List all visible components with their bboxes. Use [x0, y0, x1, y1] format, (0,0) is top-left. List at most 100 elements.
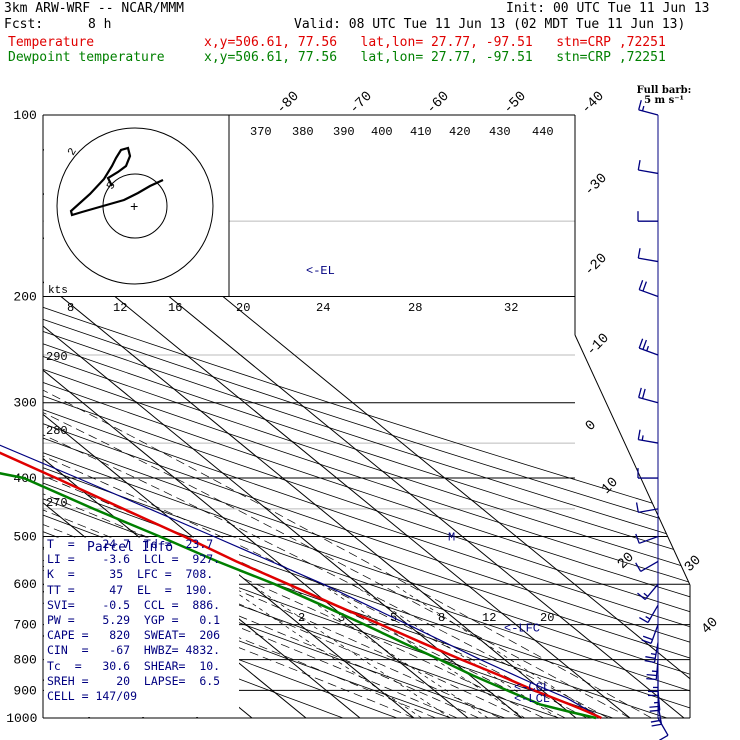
wind-barb-flag	[642, 281, 647, 292]
wind-barb-flag	[649, 705, 660, 708]
parcel-info-panel	[44, 537, 239, 717]
wind-barb	[637, 429, 659, 444]
moist-adiabat-line	[43, 296, 566, 718]
theta-label: 410	[410, 125, 432, 139]
parcel-info-row: CIN = -67 HWBZ= 4832.	[47, 643, 221, 658]
moist-adiabat-line	[43, 296, 544, 718]
dry-adiabat-line	[43, 115, 690, 718]
parcel-info-row: CAPE = 820 SWEAT= 206	[47, 628, 221, 643]
dry-adiabat-line	[43, 115, 690, 718]
hodograph-units-label: kts	[48, 285, 68, 297]
dry-adiabat-line	[43, 115, 690, 718]
moist-adiabat-line	[43, 296, 587, 718]
wind-barb-staff	[650, 624, 659, 644]
dewpoint-profile-line	[0, 472, 597, 720]
wind-barb-flag	[637, 429, 641, 440]
pressure-label: 800	[13, 653, 36, 668]
forecast-label: Fcst:	[4, 17, 44, 32]
isotherm-label: -40	[579, 89, 608, 118]
isotherm-label: -50	[501, 89, 530, 118]
wind-barb-flag	[637, 160, 641, 171]
wind-barb	[637, 248, 659, 263]
wind-barb	[638, 387, 659, 404]
wind-barb	[649, 690, 661, 712]
isotherm-label: -70	[347, 89, 376, 118]
wind-barb-flag	[638, 99, 642, 110]
wind-barb	[638, 280, 659, 298]
temperature-profile-line	[0, 451, 602, 720]
wind-barb-staff	[638, 109, 659, 116]
isotherm-label: -10	[584, 331, 613, 360]
wind-barb	[637, 211, 658, 222]
hodograph-label: 5	[105, 180, 119, 192]
dry-adiabat-label: 270	[46, 496, 68, 510]
moist-adiabat-line	[43, 296, 631, 718]
hodograph-speed-label: 8	[67, 301, 74, 315]
theta-label: 370	[250, 125, 272, 139]
theta-label: 420	[449, 125, 471, 139]
barb-legend-units: 5 m s⁻¹	[644, 95, 684, 106]
wind-barb-flag	[645, 656, 656, 660]
parcel-info-row: CELL = 147/09	[47, 689, 138, 704]
isotherm-line	[43, 115, 415, 718]
pressure-label: 200	[13, 290, 36, 305]
mixing-ratio-label: 8	[438, 611, 445, 625]
wind-barb-staff	[647, 604, 659, 623]
dry-adiabat-line	[43, 115, 690, 718]
dry-adiabat-line	[43, 115, 690, 718]
isotherm-label: -60	[424, 89, 453, 118]
pressure-label: 300	[13, 396, 36, 411]
dewpoint-legend: Dewpoint temperature	[8, 50, 165, 65]
hodograph-speed-label: 12	[113, 301, 127, 315]
wind-barb	[639, 604, 659, 624]
mixing-ratio-label: 3	[338, 611, 345, 625]
forecast-hour: 8 h	[88, 17, 112, 32]
dry-adiabat-line	[43, 115, 452, 718]
hodograph-trace	[69, 146, 164, 217]
wind-barb-flag	[650, 719, 661, 723]
hodograph-ring-outer	[56, 127, 214, 285]
pressure-label: 100	[13, 108, 36, 123]
wind-barb-flag	[649, 709, 660, 712]
wind-barb	[638, 338, 659, 356]
wind-barb-staff	[653, 642, 659, 663]
model-title: 3km ARW-WRF -- NCAR/MMM	[4, 1, 185, 16]
isotherm-line	[43, 115, 631, 718]
wind-barb-staff	[644, 583, 659, 600]
wind-barb-staff	[638, 289, 659, 298]
barb-legend: Full barb: 5 m s⁻¹	[636, 86, 692, 106]
dewpoint-location: x,y=506.61, 77.56 lat,lon= 27.77, -97.51…	[204, 50, 666, 65]
dry-adiabat-line	[43, 115, 690, 718]
pressure-label: 700	[13, 618, 36, 633]
parcel-info-row: SREH = 20 LAPSE= 6.5	[47, 673, 221, 688]
wind-barb-staff	[640, 560, 659, 573]
wind-barb-half-flag	[645, 615, 651, 620]
parcel-info-row: T = 24.7 Td = 23.7	[47, 537, 214, 551]
wind-barb-staff	[638, 535, 659, 544]
dry-adiabat-line	[43, 115, 690, 718]
dry-adiabat-line	[43, 115, 690, 718]
wind-barb-flag	[638, 280, 644, 290]
wind-barb	[646, 659, 659, 681]
dry-adiabat-label: 290	[46, 350, 68, 364]
wind-barb-flag	[644, 659, 655, 663]
isotherm-line	[43, 115, 523, 718]
isotherm-label: -80	[274, 89, 303, 118]
wind-barb-half-flag	[650, 652, 657, 656]
parcel-info-row: LI = -3.6 LCL = 927.	[47, 552, 221, 567]
wind-barb-flag	[651, 723, 662, 727]
isotherm-line	[43, 115, 577, 718]
dry-adiabat-line	[43, 115, 690, 718]
wind-barb-flag	[659, 734, 669, 740]
hodograph-speed-label: 20	[236, 301, 250, 315]
hodograph-label: 2	[66, 146, 80, 158]
wind-barb-flag	[646, 673, 657, 677]
parcel-annotation: <-LFC	[504, 622, 540, 636]
parcel-path-line	[0, 444, 602, 719]
wind-barb-flag	[638, 387, 642, 398]
dry-adiabat-line	[43, 115, 690, 718]
hodograph-speed-label: 24	[316, 301, 330, 315]
dry-adiabat-label: 280	[46, 424, 68, 438]
moist-adiabat-line	[43, 296, 415, 718]
